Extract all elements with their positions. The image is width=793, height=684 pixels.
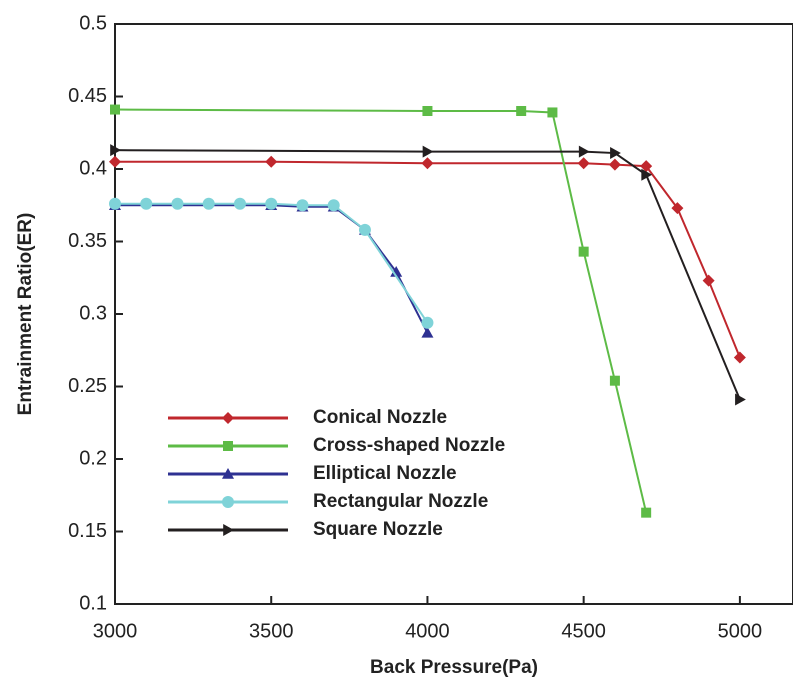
marker <box>577 157 590 170</box>
y-tick-label: 0.45 <box>68 85 107 107</box>
marker <box>578 145 590 158</box>
marker <box>109 197 121 210</box>
marker <box>421 316 434 329</box>
x-tick-label: 3000 <box>93 620 138 642</box>
marker <box>222 468 234 479</box>
marker <box>733 351 746 364</box>
marker <box>296 199 309 212</box>
marker <box>358 223 371 236</box>
series-line <box>115 204 429 334</box>
marker <box>735 393 746 406</box>
marker <box>140 197 153 210</box>
y-tick-label: 0.1 <box>79 592 107 614</box>
marker <box>390 265 403 277</box>
marker <box>222 412 234 424</box>
marker <box>233 197 246 210</box>
y-tick-label: 0.3 <box>79 302 107 324</box>
x-tick-label: 5000 <box>718 620 763 642</box>
marker <box>265 197 278 210</box>
marker <box>109 155 121 168</box>
y-tick-label: 0.5 <box>79 12 107 34</box>
marker <box>202 197 215 210</box>
marker <box>222 496 234 508</box>
marker <box>422 145 434 158</box>
series-line <box>115 202 429 324</box>
y-tick-label: 0.15 <box>68 520 107 542</box>
legend-label: Conical Nozzle <box>313 407 447 428</box>
x-axis-label: Back Pressure(Pa) <box>370 657 538 678</box>
y-axis-label: Entrainment Ratio(ER) <box>15 213 36 416</box>
marker <box>640 160 653 173</box>
marker <box>327 199 340 212</box>
marker <box>702 274 715 287</box>
marker <box>110 104 120 115</box>
legend-label: Rectangular Nozzle <box>313 491 488 512</box>
marker <box>223 441 233 451</box>
marker <box>421 326 434 338</box>
marker <box>421 157 434 170</box>
y-tick-label: 0.2 <box>79 447 107 469</box>
marker <box>609 375 620 386</box>
x-tick-label: 4000 <box>405 620 450 642</box>
series-line <box>114 149 741 400</box>
marker <box>610 147 621 160</box>
marker <box>422 106 433 116</box>
marker <box>641 168 653 181</box>
y-tick-label: 0.25 <box>68 375 107 397</box>
marker <box>547 107 558 118</box>
marker <box>671 202 684 215</box>
marker <box>110 144 121 157</box>
marker <box>608 158 621 171</box>
marker <box>265 155 278 168</box>
y-tick-label: 0.4 <box>79 157 107 179</box>
y-tick-label: 0.35 <box>68 230 107 252</box>
marker <box>641 507 652 518</box>
marker <box>516 106 527 116</box>
legend-label: Cross-shaped Nozzle <box>313 435 505 456</box>
legend-label: Elliptical Nozzle <box>313 463 457 484</box>
marker <box>223 524 234 536</box>
legend-label: Square Nozzle <box>313 519 443 540</box>
x-tick-label: 3500 <box>249 620 294 642</box>
x-tick-label: 4500 <box>561 620 606 642</box>
marker <box>578 246 589 257</box>
marker <box>171 197 184 210</box>
